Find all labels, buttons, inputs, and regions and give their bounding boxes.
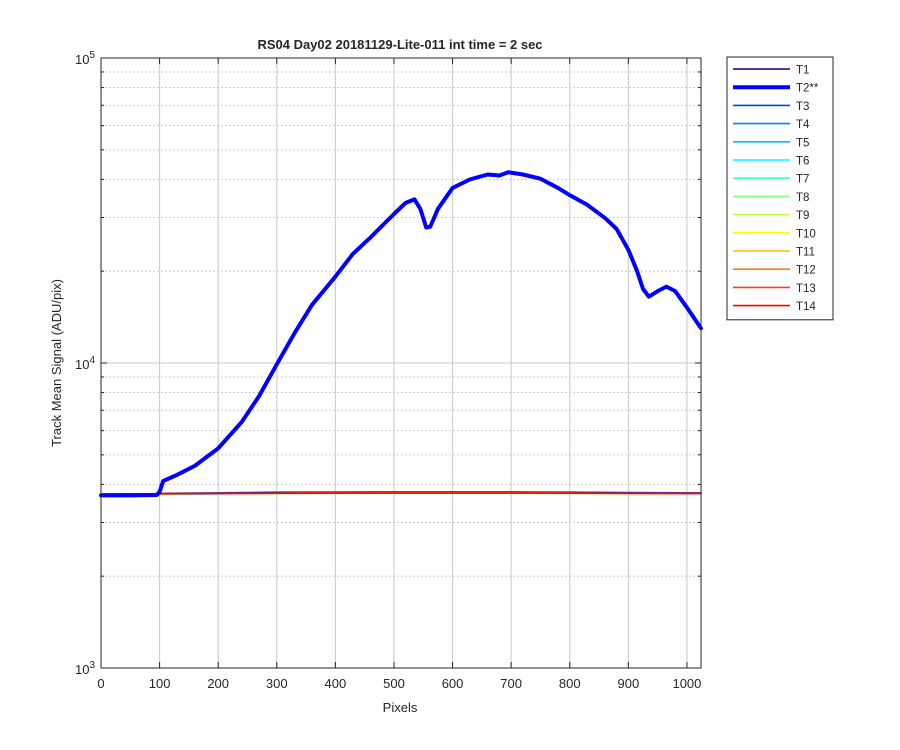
x-tick-label: 100 [149,676,171,691]
x-tick-label: 500 [383,676,405,691]
legend-label: T5 [796,137,809,149]
legend-label: T6 [796,156,809,168]
legend-label: T1 [796,65,809,77]
legend-label: T3 [796,101,809,113]
series-lines [99,170,703,498]
x-tick-label: 600 [442,676,464,691]
legend-box [726,56,834,321]
legend-label: T14 [796,301,816,313]
legend-label: T4 [796,119,810,131]
x-axis-label: Pixels [383,700,418,715]
legend-label: T11 [796,247,815,259]
y-tick-label: 105 [75,50,95,67]
legend-label: T8 [796,192,809,204]
legend-label: T10 [796,228,816,240]
x-tick-label: 800 [559,676,581,691]
legend-label: T2** [796,83,819,95]
x-tick-label: 200 [207,676,229,691]
x-tick-label: 0 [97,676,104,691]
y-tick-label: 104 [75,355,95,372]
legend-label: T9 [796,210,809,222]
series-line-t2 [99,170,703,498]
axis-ticks: 0 100 200 300 400 500 600 700 800 900 1000 103 104 10… [75,50,701,691]
legend-label: T13 [796,283,816,295]
y-tick-label: 103 [75,660,95,677]
legend: T1 T2** T3 T4 T5 T6 T7 T8 T9 T10 T11 T12 T13 T14 [726,56,834,321]
x-tick-label: 1000 [672,676,701,691]
x-tick-label: 900 [617,676,639,691]
y-axis-label: Track Mean Signal (ADU/pix) [49,279,64,447]
grid-lines [101,58,701,668]
chart-title: RS04 Day02 20181129-Lite-011 int time = … [257,37,542,52]
legend-label: T7 [796,174,809,186]
x-tick-label: 400 [325,676,347,691]
x-tick-label: 700 [500,676,522,691]
x-tick-label: 300 [266,676,288,691]
series-line-t14 [100,492,702,495]
plot-area: 0 100 200 300 400 500 600 700 800 900 1000 103 104 10… [75,50,703,691]
legend-label: T12 [796,265,816,277]
